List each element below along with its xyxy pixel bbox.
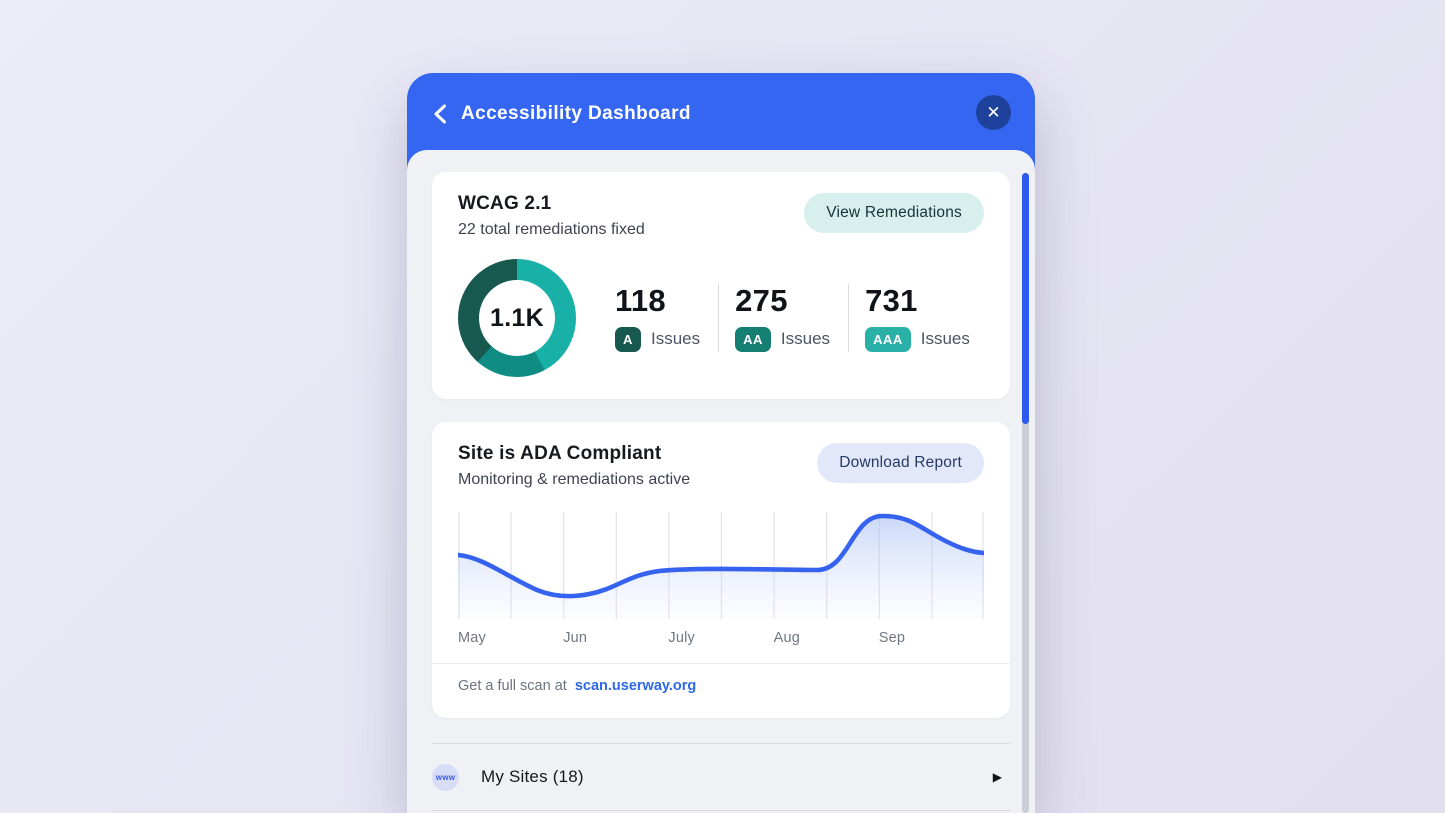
badge-aa: AA bbox=[735, 326, 771, 352]
panel-body: WCAG 2.1 22 total remediations fixed Vie… bbox=[407, 150, 1035, 813]
ada-title: Site is ADA Compliant bbox=[458, 443, 662, 464]
scan-footer-text: Get a full scan at bbox=[458, 678, 567, 694]
stat-aaa-label: Issues bbox=[920, 329, 970, 349]
wcag-title: WCAG 2.1 bbox=[458, 193, 552, 214]
stat-aaa-value: 731 bbox=[865, 283, 918, 319]
x-label-may: May bbox=[458, 630, 486, 646]
x-label-aug: Aug bbox=[773, 630, 800, 646]
ada-subtitle: Monitoring & remediations active bbox=[458, 471, 691, 488]
download-report-button[interactable]: Download Report bbox=[817, 443, 984, 483]
stat-a-value: 118 bbox=[615, 283, 666, 319]
chart-line bbox=[458, 513, 984, 599]
activity-line-chart: May Jun July Aug Sep bbox=[458, 509, 984, 651]
ada-card-heading: Site is ADA Compliant Monitoring & remed… bbox=[458, 443, 690, 489]
scrollbar-track[interactable] bbox=[1022, 173, 1029, 813]
stat-a-label: Issues bbox=[651, 329, 701, 349]
x-label-jun: Jun bbox=[563, 630, 588, 646]
divider bbox=[432, 743, 1010, 744]
view-remediations-button[interactable]: View Remediations bbox=[804, 193, 984, 233]
scan-link[interactable]: scan.userway.org bbox=[574, 678, 697, 694]
scan-footer: Get a full scan at scan.userway.org bbox=[432, 663, 1010, 696]
issues-stats: 118 A Issues 275 AA Issues bbox=[615, 283, 988, 352]
my-sites-label: My Sites (18) bbox=[481, 767, 584, 786]
issues-donut-chart: 1.1K bbox=[458, 259, 576, 377]
chart-x-axis-labels: May Jun July Aug Sep bbox=[458, 624, 984, 651]
stat-aa-issues: 275 AA Issues bbox=[718, 283, 848, 352]
wcag-card: WCAG 2.1 22 total remediations fixed Vie… bbox=[432, 172, 1010, 399]
wcag-subtitle: 22 total remediations fixed bbox=[458, 221, 645, 238]
www-icon-text: www bbox=[435, 772, 456, 782]
donut-total-label: 1.1K bbox=[489, 303, 544, 332]
stat-aa-label: Issues bbox=[780, 329, 831, 349]
www-globe-icon: www bbox=[432, 763, 459, 791]
scrollbar-thumb[interactable] bbox=[1022, 173, 1029, 424]
stat-a-issues: 118 A Issues bbox=[615, 283, 718, 352]
ada-card: Site is ADA Compliant Monitoring & remed… bbox=[432, 422, 1010, 718]
wcag-card-heading: WCAG 2.1 22 total remediations fixed bbox=[458, 193, 645, 239]
badge-a: A bbox=[615, 326, 641, 352]
badge-aaa: AAA bbox=[865, 326, 911, 352]
close-icon: ✕ bbox=[986, 102, 1001, 122]
chevron-right-icon: ▶ bbox=[992, 770, 1002, 784]
accessibility-dashboard-panel: Accessibility Dashboard ✕ WCAG 2.1 22 to… bbox=[407, 73, 1035, 813]
chevron-left-icon bbox=[434, 104, 446, 124]
my-sites-row[interactable]: www My Sites (18) ▶ bbox=[407, 744, 1035, 810]
x-label-sep: Sep bbox=[878, 630, 906, 646]
page-title: Accessibility Dashboard bbox=[461, 103, 691, 124]
stat-aa-value: 275 bbox=[735, 283, 788, 319]
x-label-july: July bbox=[668, 630, 695, 646]
line-chart-svg bbox=[458, 512, 984, 619]
donut-hole: 1.1K bbox=[479, 280, 555, 356]
back-button[interactable] bbox=[429, 103, 451, 125]
close-button[interactable]: ✕ bbox=[976, 95, 1011, 130]
divider bbox=[432, 810, 1010, 811]
stat-aaa-issues: 731 AAA Issues bbox=[848, 283, 988, 352]
